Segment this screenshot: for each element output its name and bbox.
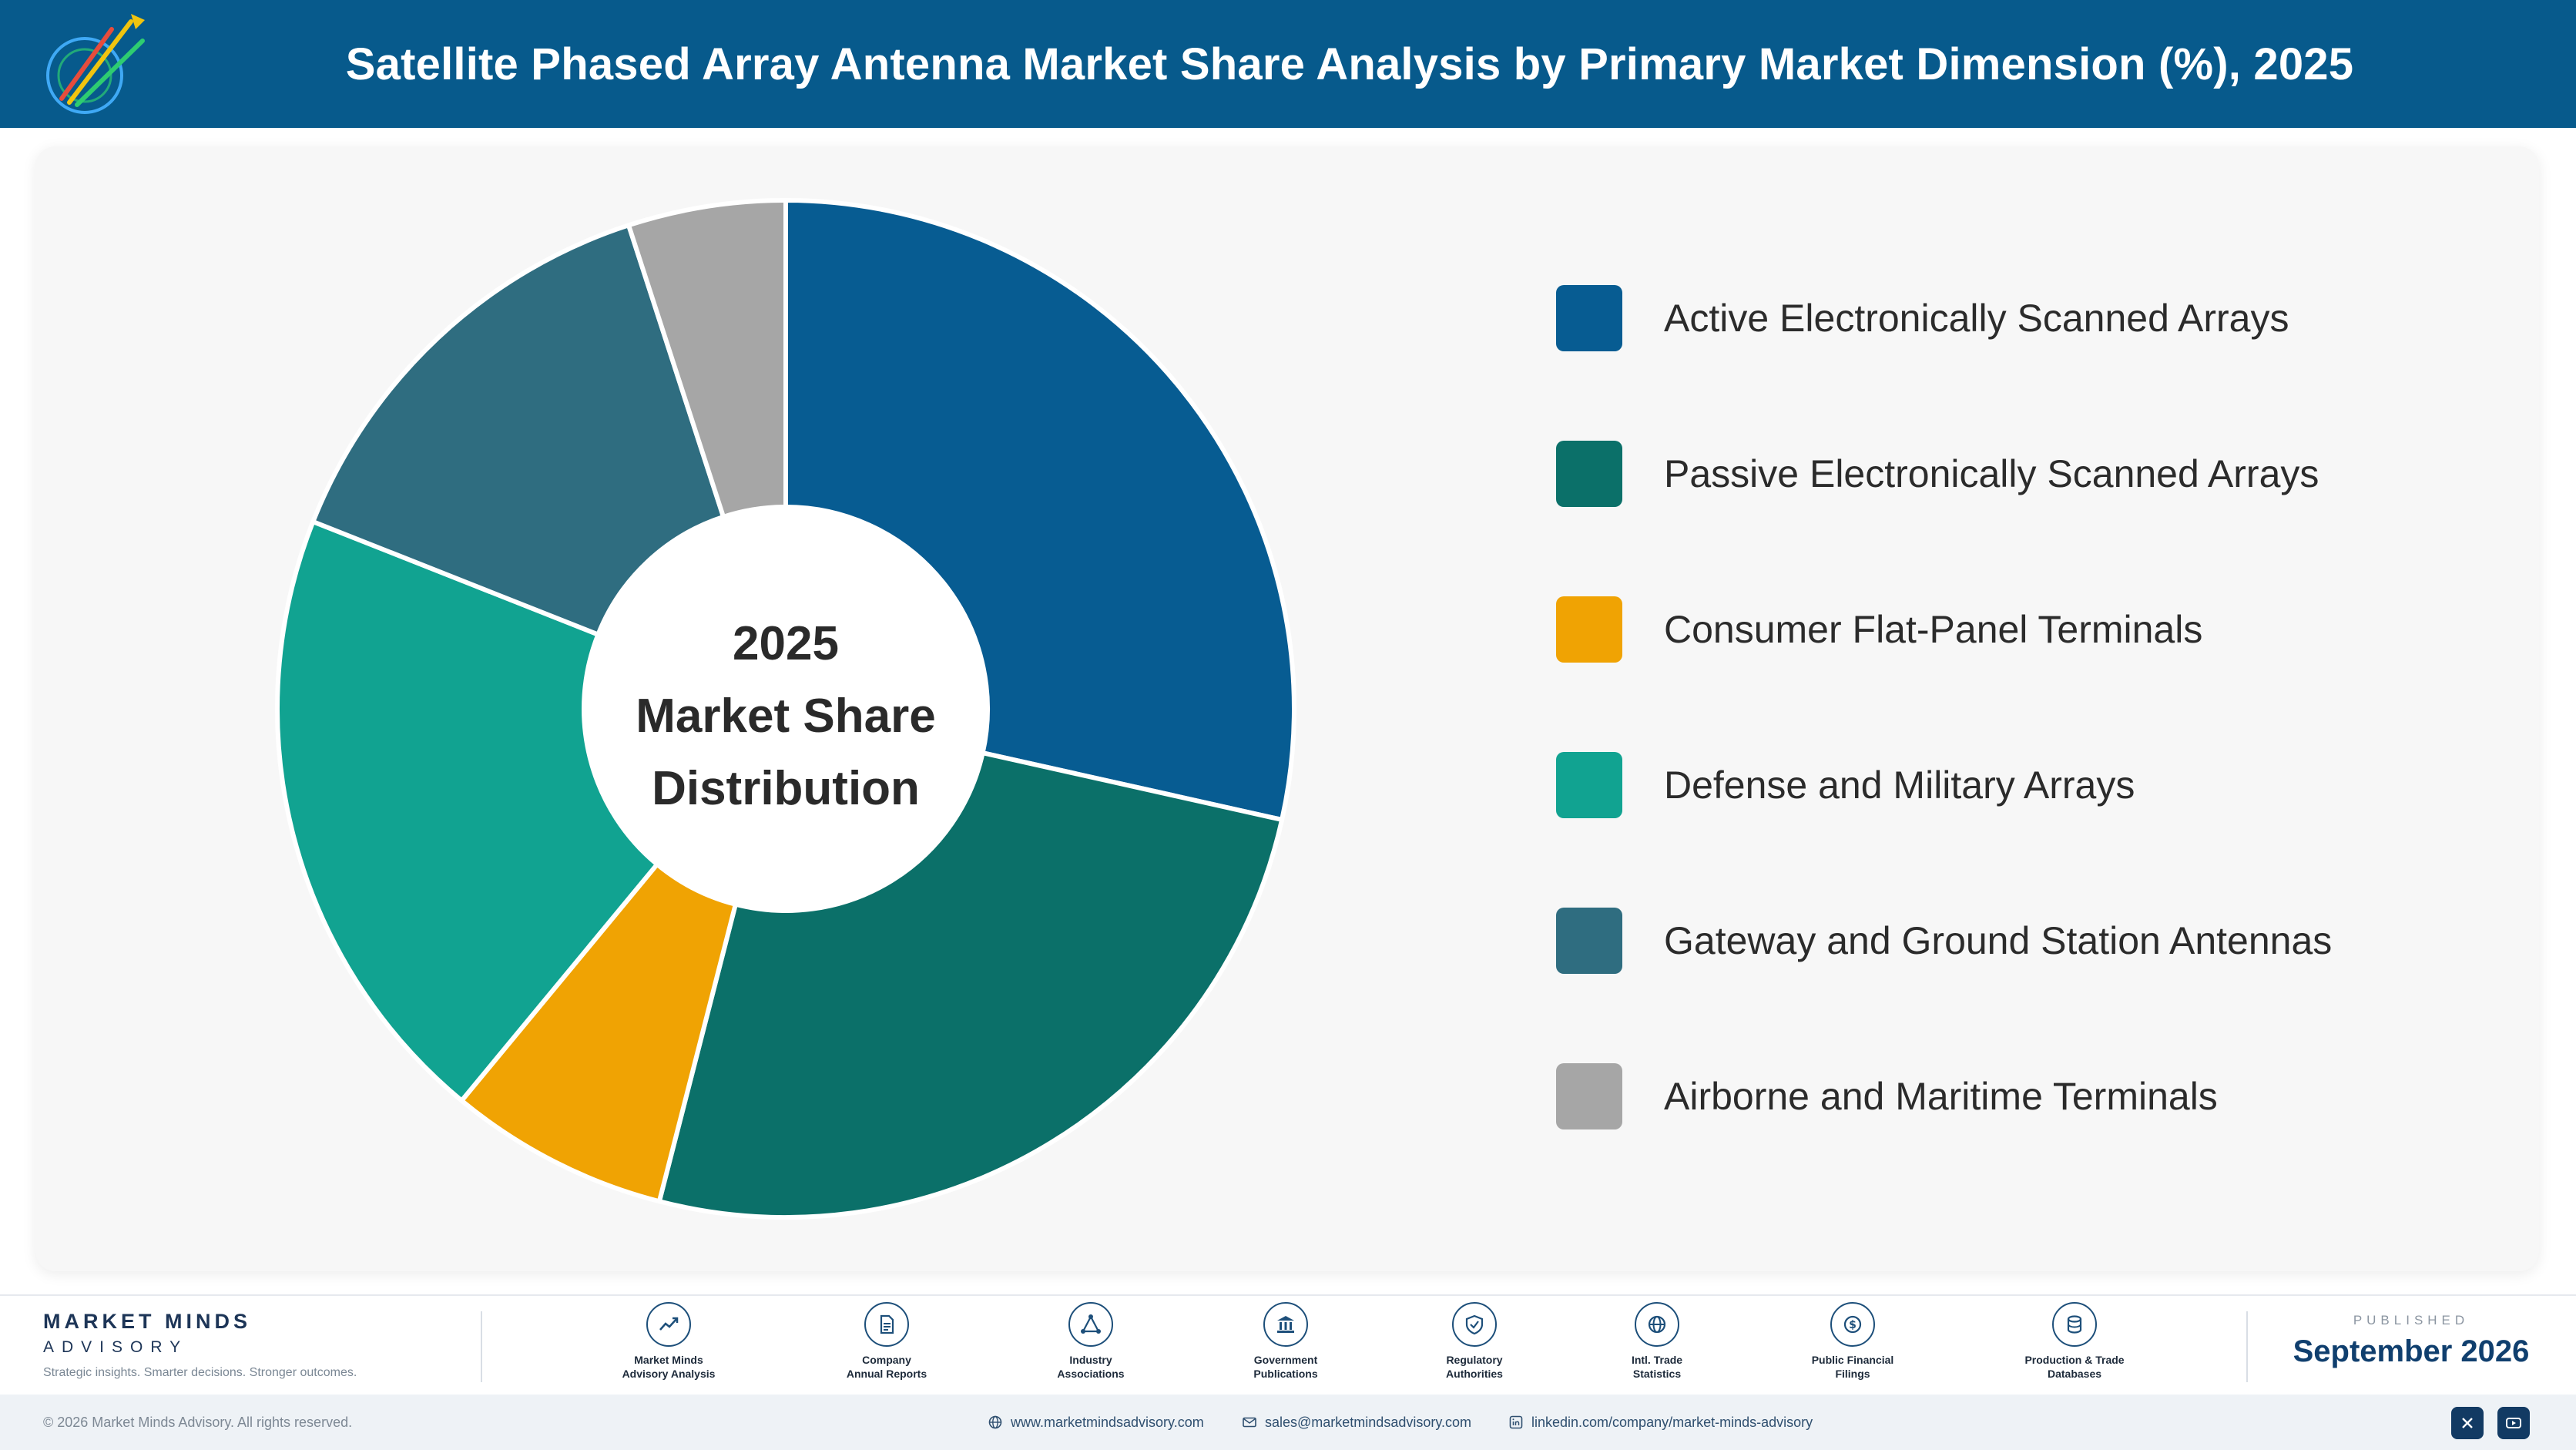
website-link[interactable]: www.marketmindsadvisory.com [988,1395,1204,1450]
linkedin-icon [1509,1415,1523,1429]
bottom-bar: © 2026 Market Minds Advisory. All rights… [0,1395,2576,1450]
brand-block: MARKET MINDS ADVISORY Strategic insights… [43,1310,475,1380]
brand-name: MARKET MINDS [43,1310,251,1333]
database-icon [2052,1302,2097,1347]
legend-item: Airborne and Maritime Terminals [1556,1063,2480,1129]
globe-icon [988,1415,1002,1429]
published-label: PUBLISHED [2353,1313,2470,1327]
legend-label: Defense and Military Arrays [1664,764,2135,807]
source-market-minds: Market Minds Advisory Analysis [584,1302,753,1395]
trend-icon [646,1302,691,1347]
source-annual-reports: Company Annual Reports [802,1302,971,1395]
legend-swatch [1556,908,1622,974]
source-label: Intl. Trade Statistics [1631,1354,1683,1380]
x-icon [2462,1418,2473,1428]
website-text: www.marketmindsadvisory.com [1011,1414,1204,1430]
legend-label: Active Electronically Scanned Arrays [1664,297,2289,340]
youtube-icon [2506,1418,2521,1428]
source-financial-filings: $ Public Financial Filings [1768,1302,1937,1395]
published-date: September 2026 [2293,1334,2530,1368]
linkedin-text: linkedin.com/company/market-minds-adviso… [1531,1414,1813,1430]
legend-label: Gateway and Ground Station Antennas [1664,919,2333,962]
legend-swatch [1556,596,1622,663]
brand-tagline: Strategic insights. Smarter decisions. S… [43,1366,357,1379]
logo-icon [46,14,145,114]
mail-icon [1243,1417,1256,1428]
legend-item: Passive Electronically Scanned Arrays [1556,441,2480,507]
document-icon [864,1302,909,1347]
shield-icon [1452,1302,1497,1347]
footer-divider [481,1311,482,1382]
source-label: Production & Trade Databases [2024,1354,2125,1380]
globe-icon [1635,1302,1679,1347]
legend-item: Gateway and Ground Station Antennas [1556,908,2480,974]
footer-divider [2246,1311,2248,1382]
donut-center-label: 2025 Market Share Distribution [593,593,978,840]
center-line-title: Market Share [636,690,936,743]
brand-sub: ADVISORY [43,1338,189,1356]
legend-label: Consumer Flat-Panel Terminals [1664,608,2203,651]
legend-item: Consumer Flat-Panel Terminals [1556,596,2480,663]
source-label: Industry Associations [1057,1354,1125,1380]
legend-item: Defense and Military Arrays [1556,752,2480,818]
network-icon [1068,1302,1113,1347]
legend-label: Passive Electronically Scanned Arrays [1664,452,2319,495]
published-block: PUBLISHED September 2026 [2257,1313,2565,1369]
x-social-button[interactable] [2451,1407,2484,1439]
footer-band: MARKET MINDS ADVISORY Strategic insights… [0,1294,2576,1395]
source-government-publications: Government Publications [1201,1302,1370,1395]
header-bar: Satellite Phased Array Antenna Market Sh… [0,0,2576,128]
legend-swatch [1556,441,1622,507]
legend-label: Airborne and Maritime Terminals [1664,1075,2218,1118]
youtube-social-button[interactable] [2497,1407,2530,1439]
chart-legend: Active Electronically Scanned Arrays Pas… [1556,285,2480,1219]
dollar-icon: $ [1830,1302,1875,1347]
source-industry-associations: Industry Associations [1006,1302,1176,1395]
government-icon [1263,1302,1308,1347]
source-label: Public Financial Filings [1811,1354,1894,1380]
linkedin-link[interactable]: linkedin.com/company/market-minds-adviso… [1508,1395,1813,1450]
source-label: Regulatory Authorities [1446,1354,1503,1380]
email-link[interactable]: sales@marketmindsadvisory.com [1242,1395,1471,1450]
email-text: sales@marketmindsadvisory.com [1265,1414,1472,1430]
source-regulatory-authorities: Regulatory Authorities [1390,1302,1559,1395]
legend-swatch [1556,752,1622,818]
center-line-subtitle: Distribution [652,762,920,815]
source-trade-databases: Production & Trade Databases [1990,1302,2159,1395]
source-label: Government Publications [1253,1354,1318,1380]
source-trade-statistics: Intl. Trade Statistics [1572,1302,1742,1395]
source-label: Market Minds Advisory Analysis [622,1354,716,1380]
center-line-year: 2025 [733,617,839,670]
legend-swatch [1556,285,1622,351]
copyright-text: © 2026 Market Minds Advisory. All rights… [43,1414,353,1430]
source-label: Company Annual Reports [846,1354,927,1380]
svg-text:$: $ [1849,1319,1857,1331]
legend-swatch [1556,1063,1622,1129]
legend-item: Active Electronically Scanned Arrays [1556,285,2480,351]
page-title: Satellite Phased Array Antenna Market Sh… [345,39,2354,89]
